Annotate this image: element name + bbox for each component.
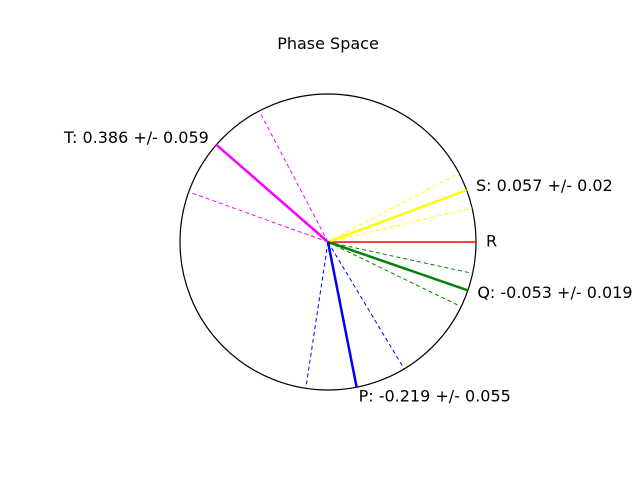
reference-label-r: R <box>486 232 497 251</box>
series-t-phase-line <box>215 143 329 243</box>
series-q-label: Q: -0.053 +/- 0.019 <box>477 283 632 302</box>
phase-marks: R T: 0.386 +/- 0.059 S: 0.057 +/- 0.02 Q: -… <box>63 110 633 406</box>
series-s-upper-bound <box>327 172 460 243</box>
series-s-label: S: 0.057 +/- 0.02 <box>476 176 613 195</box>
series-s-lower-bound <box>327 207 473 243</box>
series-q-upper-bound <box>327 241 473 274</box>
series-q-phase-line <box>327 240 469 292</box>
series-p-upper-bound <box>327 241 405 370</box>
series-t-upper-bound <box>188 191 329 243</box>
series-t-lower-bound <box>258 110 329 243</box>
series-p-label: P: -0.219 +/- 0.055 <box>359 387 511 406</box>
series-p-lower-bound <box>305 241 329 389</box>
series-p-phase-line <box>326 241 358 388</box>
series-q-lower-bound <box>327 241 462 308</box>
series-t-label: T: 0.386 +/- 0.059 <box>63 128 209 147</box>
chart-title: Phase Space <box>277 34 379 53</box>
series-s-phase-line <box>327 188 468 244</box>
